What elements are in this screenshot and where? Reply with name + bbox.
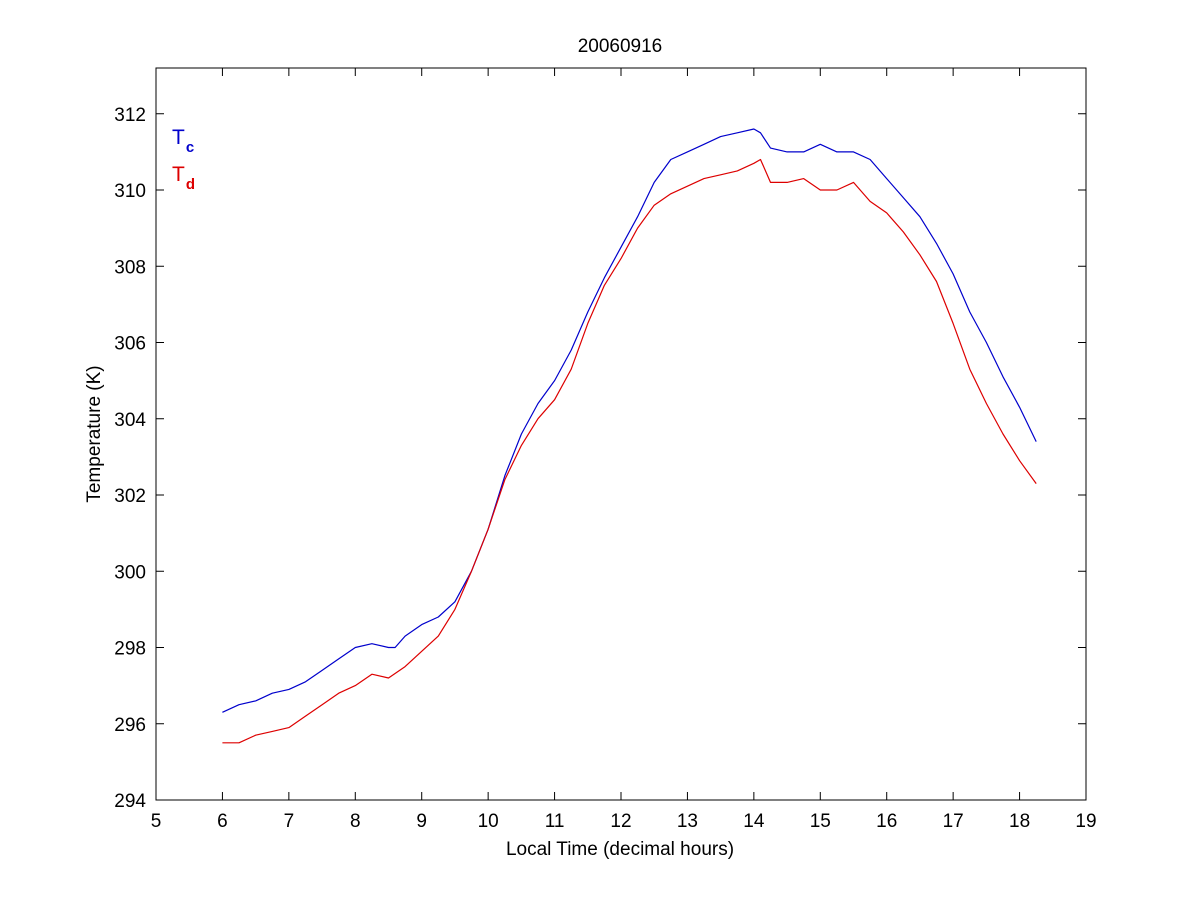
y-tick-label: 300 (114, 562, 146, 583)
x-tick-label: 15 (810, 811, 831, 832)
chart-title: 20060916 (578, 36, 663, 57)
x-tick-label: 11 (545, 811, 565, 832)
y-tick-label: 304 (114, 410, 146, 431)
legend: Tc Td (172, 126, 195, 193)
y-tick-label: 306 (114, 334, 146, 355)
y-tick-label: 296 (114, 715, 146, 736)
y-tick-label: 294 (114, 791, 146, 812)
y-tick-label: 310 (114, 181, 146, 202)
x-tick-label: 16 (876, 811, 897, 832)
x-tick-label: 19 (1075, 811, 1096, 832)
x-tick-label: 17 (943, 811, 964, 832)
x-axis-title: Local Time (decimal hours) (506, 839, 734, 860)
y-tick-label: 302 (114, 486, 146, 507)
plot-area: 5 6 7 8 9 10 11 12 13 14 15 16 17 18 19 294 296 298 300 302… (114, 67, 1097, 832)
y-tick-label: 308 (114, 257, 146, 278)
x-tick-label: 13 (677, 811, 698, 832)
x-tick-label: 10 (478, 811, 499, 832)
y-tick-label: 298 (114, 639, 146, 660)
x-tick-label: 12 (610, 811, 631, 832)
x-tick-label: 9 (416, 811, 427, 832)
y-tick-label: 312 (114, 105, 146, 126)
series-line-t-d (222, 158, 1037, 744)
x-tick-label: 14 (743, 811, 765, 832)
series-line-t-c (222, 128, 1037, 713)
x-tick-label: 7 (284, 811, 295, 832)
x-tick-label: 18 (1009, 811, 1030, 832)
y-axis-title: Temperature (K) (84, 365, 105, 502)
x-tick-label: 5 (151, 811, 162, 832)
x-tick-label: 6 (217, 811, 228, 832)
legend-entry-t-c: Tc (172, 126, 194, 156)
x-tick-label: 8 (350, 811, 361, 832)
legend-entry-t-d: Td (172, 163, 195, 193)
